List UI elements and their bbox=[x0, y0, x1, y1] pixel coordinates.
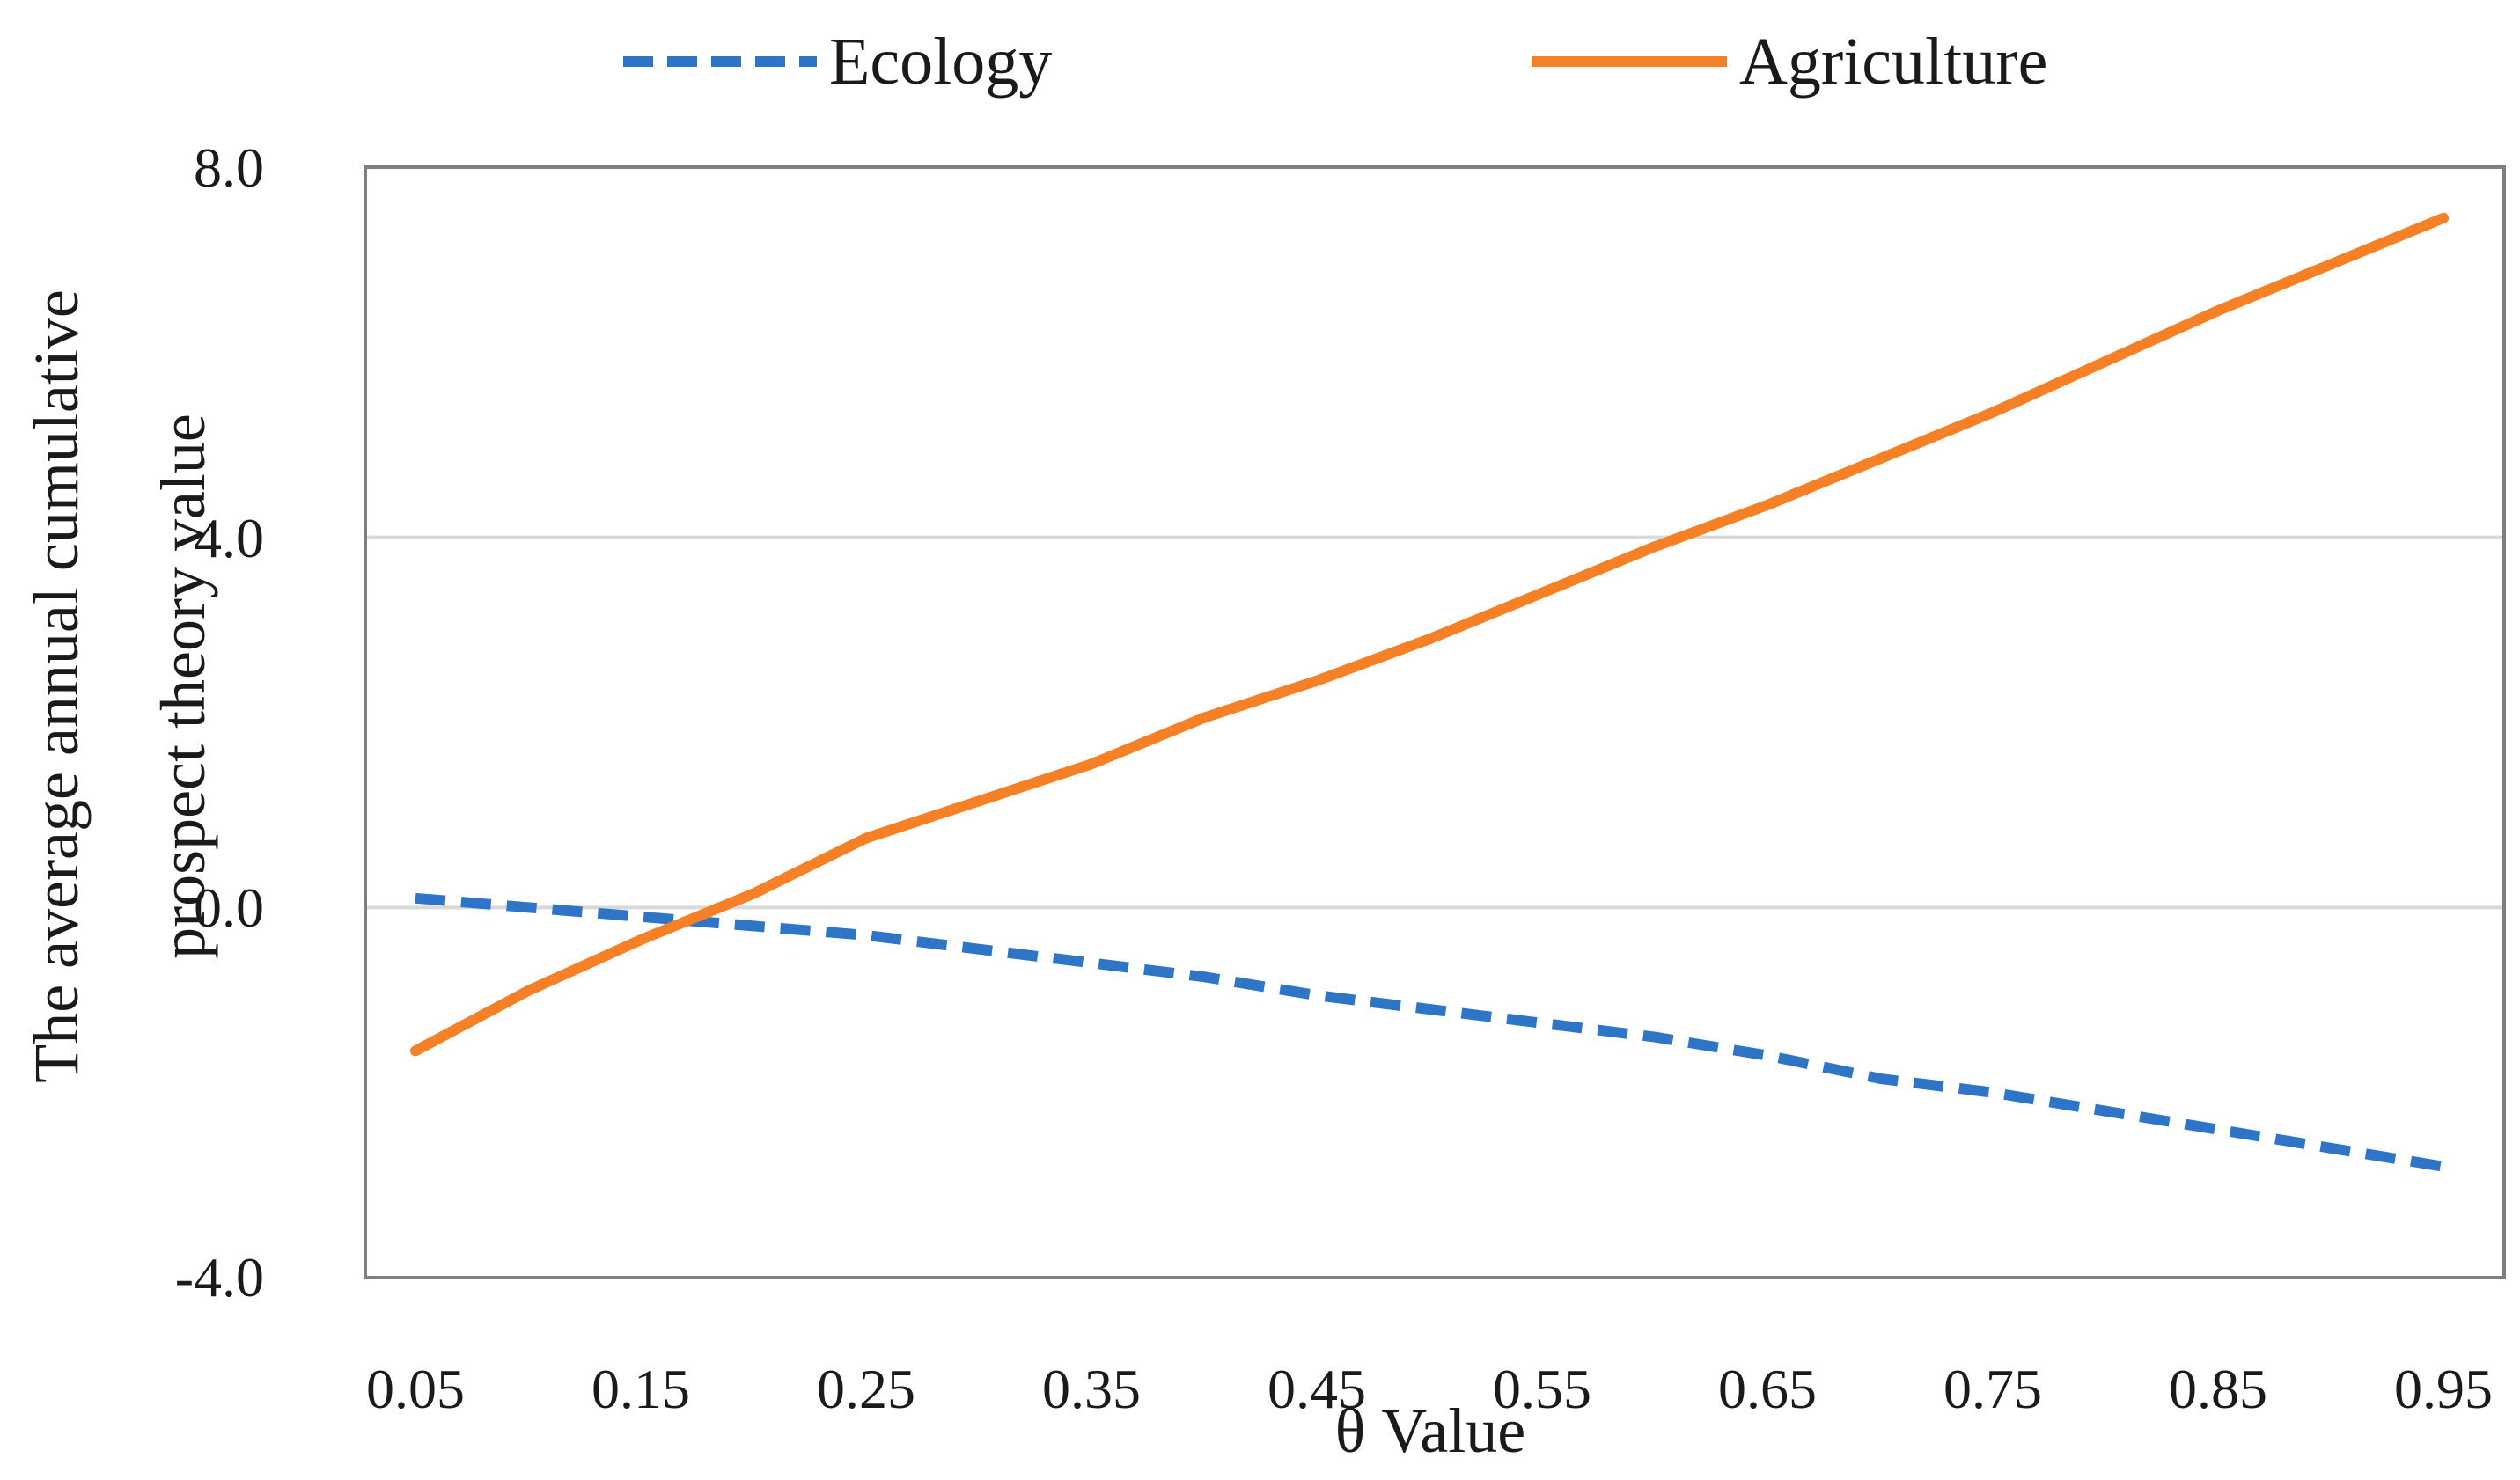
y-tick-label: -4.0 bbox=[175, 1246, 264, 1308]
legend-ecology-label: Ecology bbox=[829, 25, 1052, 99]
y-tick-label: 4.0 bbox=[194, 507, 264, 569]
y-axis-ticks: 8.0 4.0 0.0 -4.0 bbox=[175, 136, 264, 1308]
x-tick-label: 0.55 bbox=[1493, 1358, 1591, 1420]
y-tick-label: 8.0 bbox=[194, 136, 264, 199]
x-tick-label: 0.75 bbox=[1943, 1358, 2042, 1420]
legend-agriculture-label: Agriculture bbox=[1739, 25, 2047, 99]
x-tick-label: 0.15 bbox=[591, 1358, 690, 1420]
y-axis-title-line-1: The average annual cumulative bbox=[21, 289, 92, 1083]
x-axis-ticks: 0.05 0.15 0.25 0.35 0.45 0.55 0.65 0.75 … bbox=[366, 1358, 2493, 1420]
legend: Ecology Agriculture bbox=[623, 25, 2047, 99]
plot-area-frame bbox=[364, 165, 2506, 1279]
y-axis-title-line-2: prospect theory value bbox=[148, 414, 218, 959]
series-line-ecology bbox=[415, 892, 2444, 1172]
gridlines bbox=[365, 535, 2504, 910]
series-layer bbox=[410, 212, 2449, 1172]
x-tick-label: 0.85 bbox=[2169, 1358, 2267, 1420]
x-tick-label: 0.95 bbox=[2394, 1358, 2493, 1420]
x-tick-label: 0.05 bbox=[366, 1358, 465, 1420]
y-tick-label: 0.0 bbox=[194, 876, 264, 939]
x-tick-label: 0.25 bbox=[817, 1358, 915, 1420]
x-axis-title: θ Value bbox=[1335, 1396, 1525, 1466]
x-tick-label: 0.65 bbox=[1718, 1358, 1817, 1420]
series-line-agriculture bbox=[410, 212, 2449, 1057]
x-tick-label: 0.35 bbox=[1042, 1358, 1141, 1420]
x-tick-label: 0.45 bbox=[1267, 1358, 1366, 1420]
